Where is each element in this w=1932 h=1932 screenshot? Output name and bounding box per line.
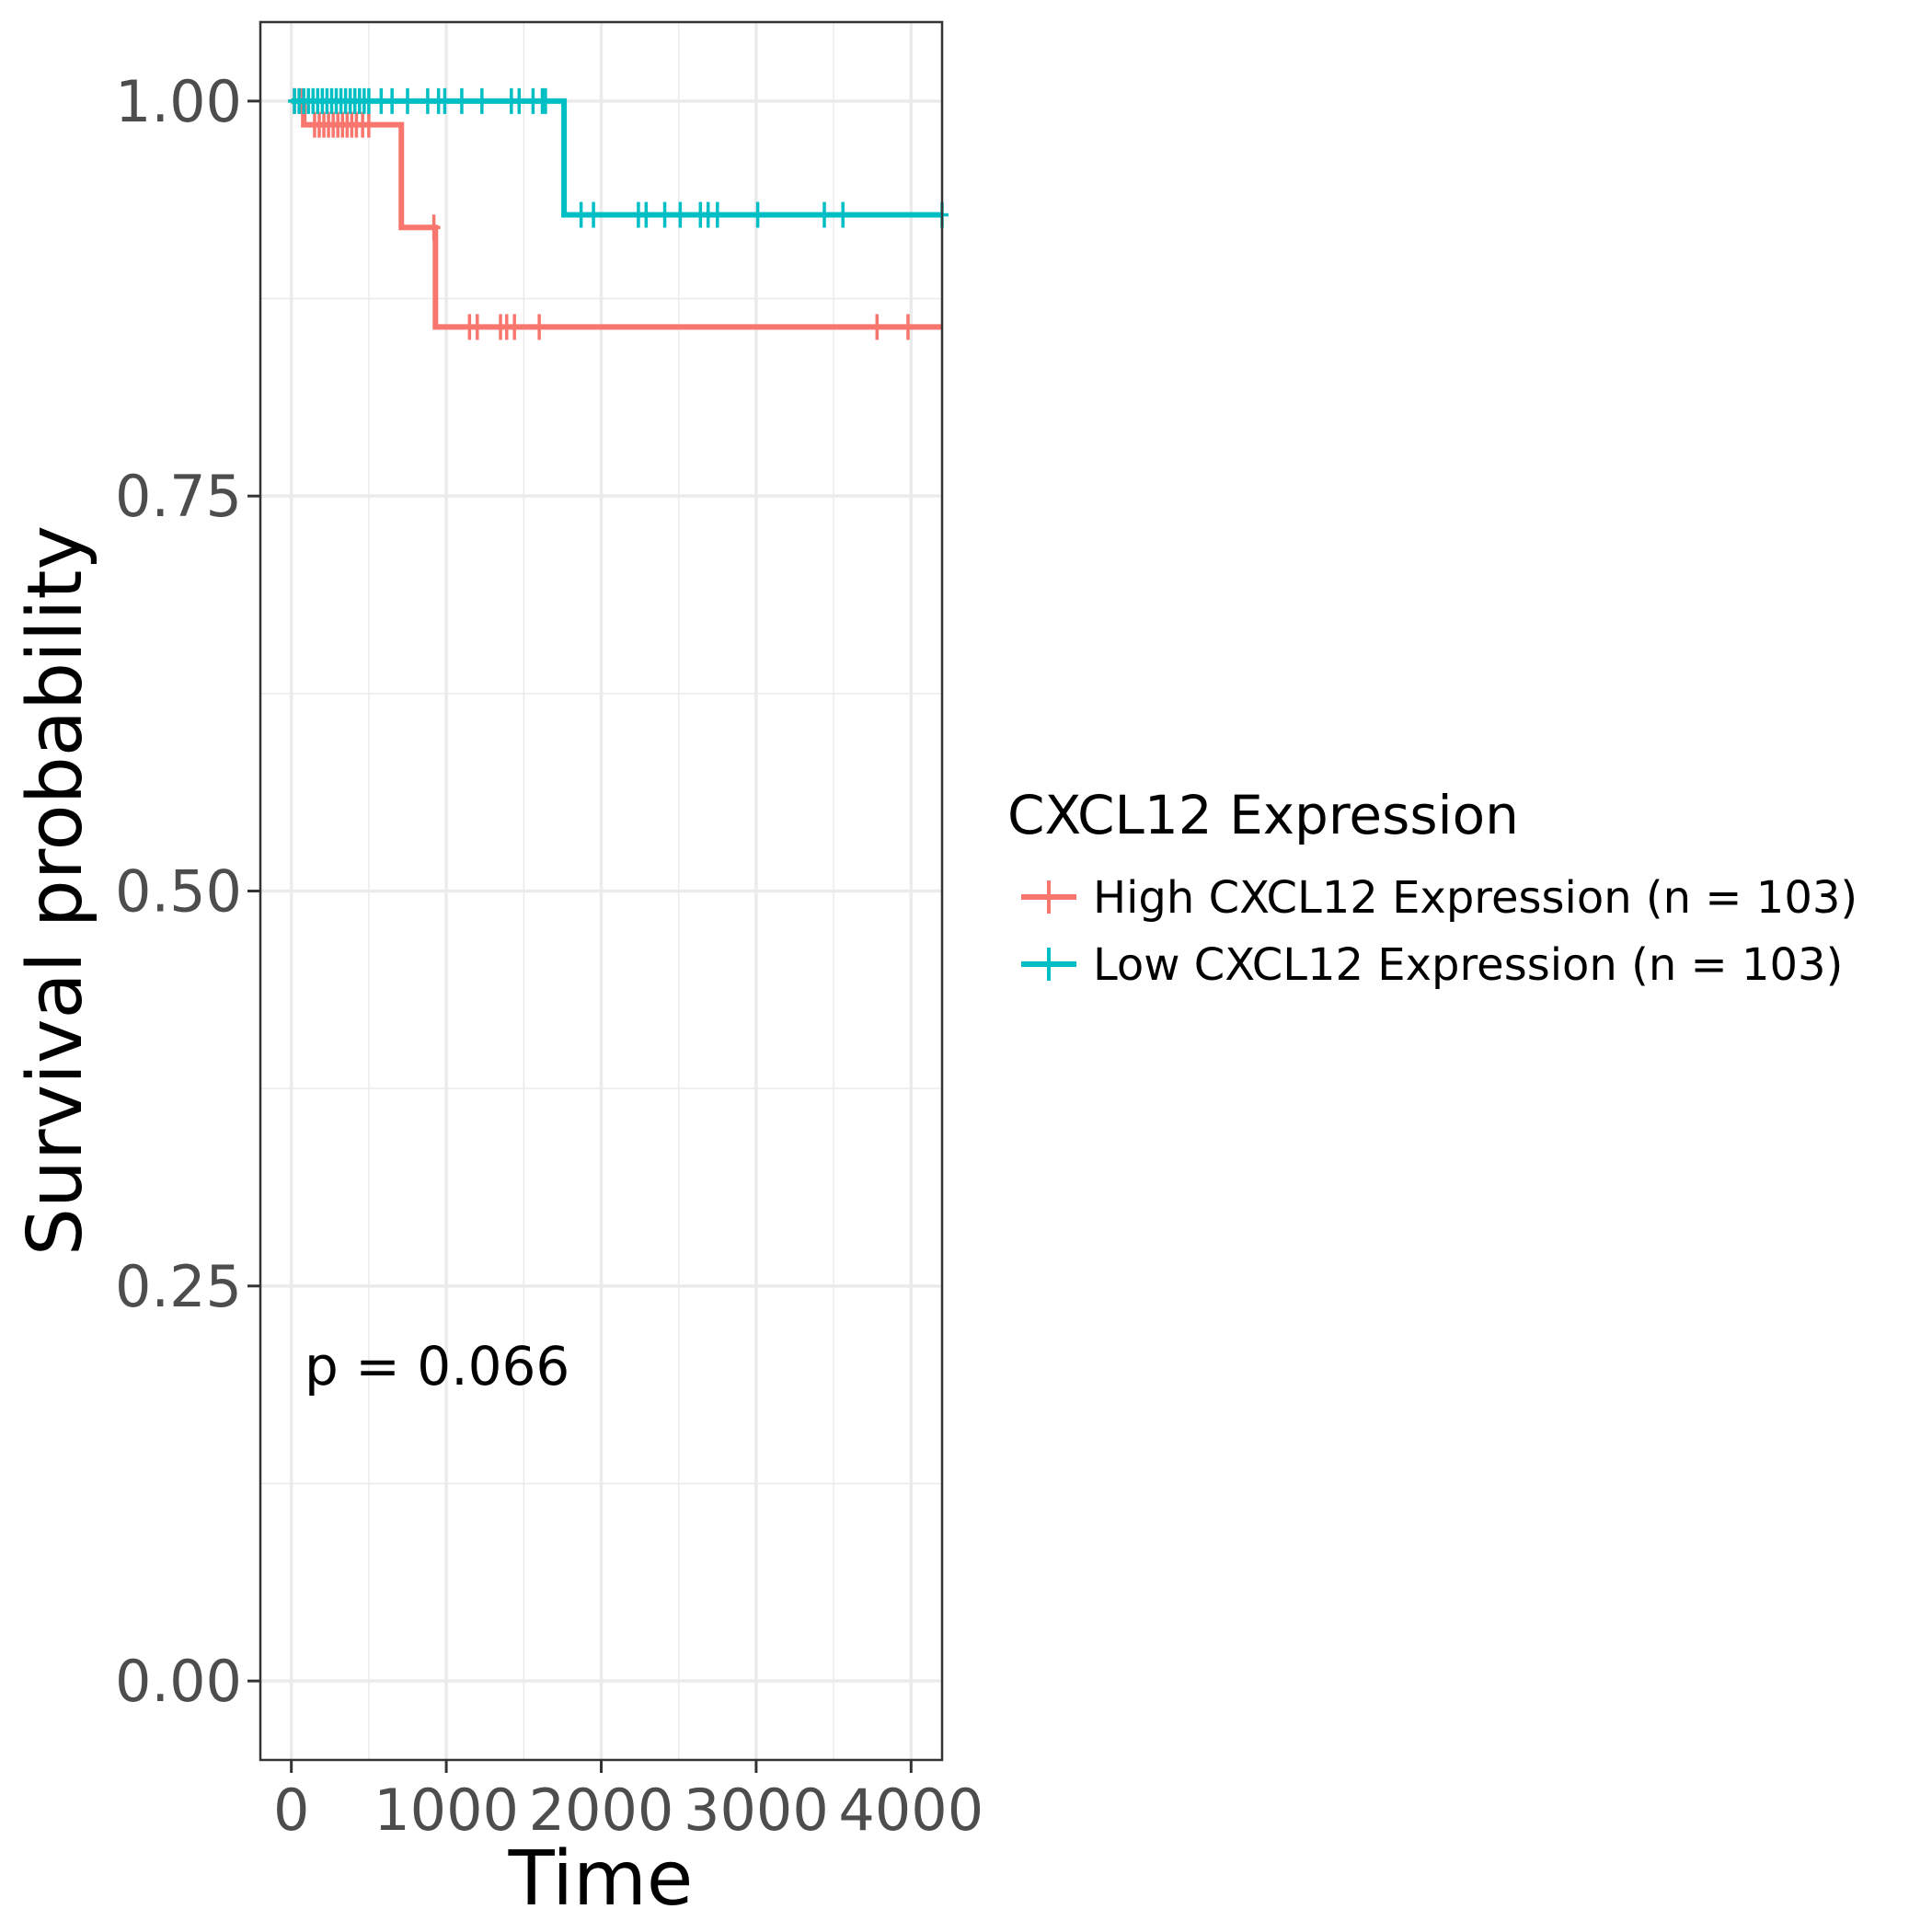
- censor-mark: [385, 87, 399, 114]
- censor-mark: [901, 314, 914, 340]
- y-axis: 0.00 0.25 0.50 0.75 1.00: [115, 68, 260, 1715]
- censor-mark: [538, 87, 552, 114]
- legend: CXCL12 Expression High CXCL12 Expression…: [1007, 784, 1857, 991]
- censor-mark: [710, 201, 724, 228]
- censor-mark: [512, 87, 526, 114]
- x-tick-label: 1000: [374, 1777, 519, 1844]
- x-tick-label: 4000: [838, 1777, 983, 1844]
- censor-mark: [836, 201, 850, 228]
- y-tick-label: 1.00: [115, 68, 242, 135]
- y-tick-label: 0.75: [115, 463, 242, 530]
- grid-major: [260, 22, 942, 1760]
- x-axis-title: Time: [508, 1835, 694, 1923]
- censor-mark: [818, 201, 832, 228]
- censor-mark: [574, 201, 588, 228]
- censor-mark: [374, 87, 388, 114]
- legend-item: Low CXCL12 Expression (n = 103): [1021, 939, 1843, 991]
- x-tick-label: 0: [273, 1777, 309, 1844]
- y-tick-label: 0.25: [115, 1253, 242, 1320]
- censor-mark: [427, 214, 441, 241]
- p-value-annotation: p = 0.066: [305, 1335, 569, 1397]
- censor-mark: [751, 201, 765, 228]
- censor-mark: [454, 87, 468, 114]
- censor-mark: [508, 314, 522, 340]
- censor-mark: [475, 87, 489, 114]
- legend-label: Low CXCL12 Expression (n = 103): [1093, 939, 1843, 991]
- censor-mark: [673, 201, 687, 228]
- censor-mark: [639, 201, 653, 228]
- censor-mark: [362, 87, 375, 114]
- x-tick-label: 3000: [684, 1777, 829, 1844]
- censor-mark: [587, 201, 601, 228]
- y-tick-label: 0.50: [115, 858, 242, 926]
- censor-mark: [658, 201, 672, 228]
- legend-item: High CXCL12 Expression (n = 103): [1021, 872, 1857, 924]
- legend-title: CXCL12 Expression: [1007, 784, 1519, 846]
- y-axis-title: Survival probability: [12, 525, 99, 1256]
- series-layer: [288, 87, 949, 340]
- censor-mark: [533, 314, 546, 340]
- censor-mark: [470, 314, 484, 340]
- legend-items: High CXCL12 Expression (n = 103) Low CXCL…: [1021, 872, 1857, 991]
- censor-mark: [420, 87, 434, 114]
- x-axis: 0 1000 2000 3000 4000: [273, 1760, 983, 1844]
- y-tick-label: 0.00: [115, 1648, 242, 1715]
- censor-mark: [870, 314, 884, 340]
- legend-label: High CXCL12 Expression (n = 103): [1093, 872, 1857, 924]
- censor-mark: [400, 87, 414, 114]
- censor-mark: [362, 111, 375, 138]
- censor-mark: [438, 87, 452, 114]
- series-low: [288, 87, 949, 228]
- x-tick-label: 2000: [529, 1777, 674, 1844]
